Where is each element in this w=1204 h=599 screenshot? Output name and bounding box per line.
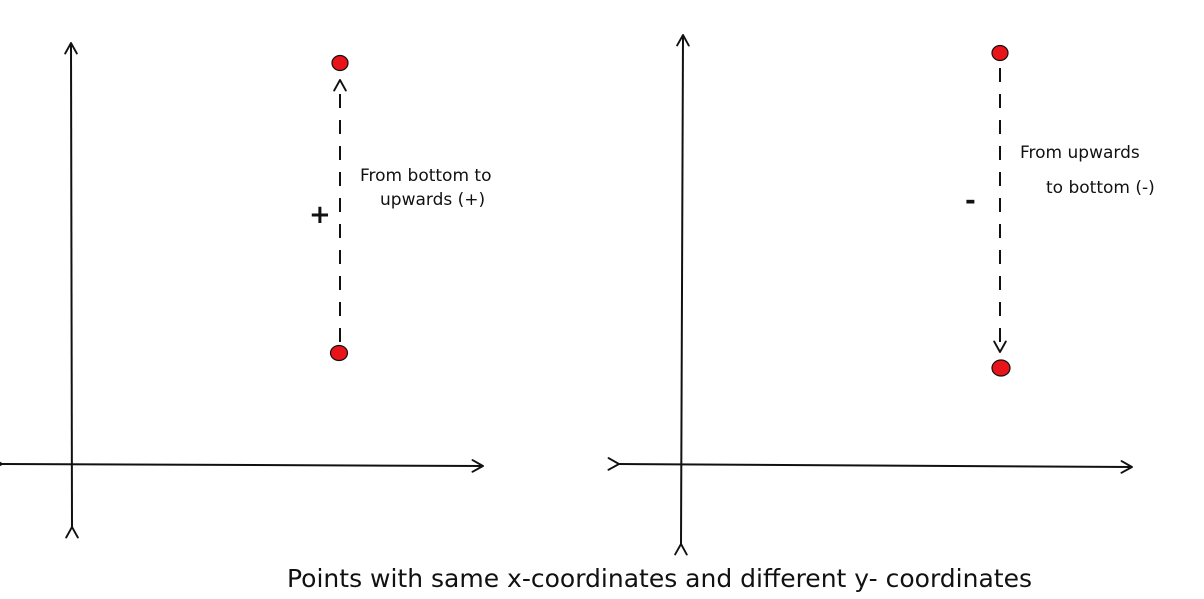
right-y-axis	[674, 34, 690, 556]
right-label-line2: to bottom (-)	[1046, 178, 1155, 198]
left-sign: +	[309, 200, 331, 230]
left-label-line2: upwards (+)	[380, 190, 485, 210]
left-panel: + From bottom to upwards (+)	[0, 42, 491, 539]
right-bottom-point	[991, 359, 1011, 377]
diagram-caption: Points with same x-coordinates and diffe…	[287, 564, 1032, 593]
left-top-point	[331, 54, 349, 72]
right-panel: - From upwards to bottom (-)	[607, 34, 1155, 556]
right-sign: -	[965, 186, 976, 216]
left-y-axis	[64, 42, 79, 539]
left-label-line1: From bottom to	[360, 166, 491, 186]
right-label-line1: From upwards	[1020, 143, 1140, 163]
right-top-point	[991, 44, 1009, 62]
left-bottom-point	[329, 344, 349, 362]
right-x-axis	[607, 457, 1133, 474]
left-x-axis	[0, 457, 484, 473]
